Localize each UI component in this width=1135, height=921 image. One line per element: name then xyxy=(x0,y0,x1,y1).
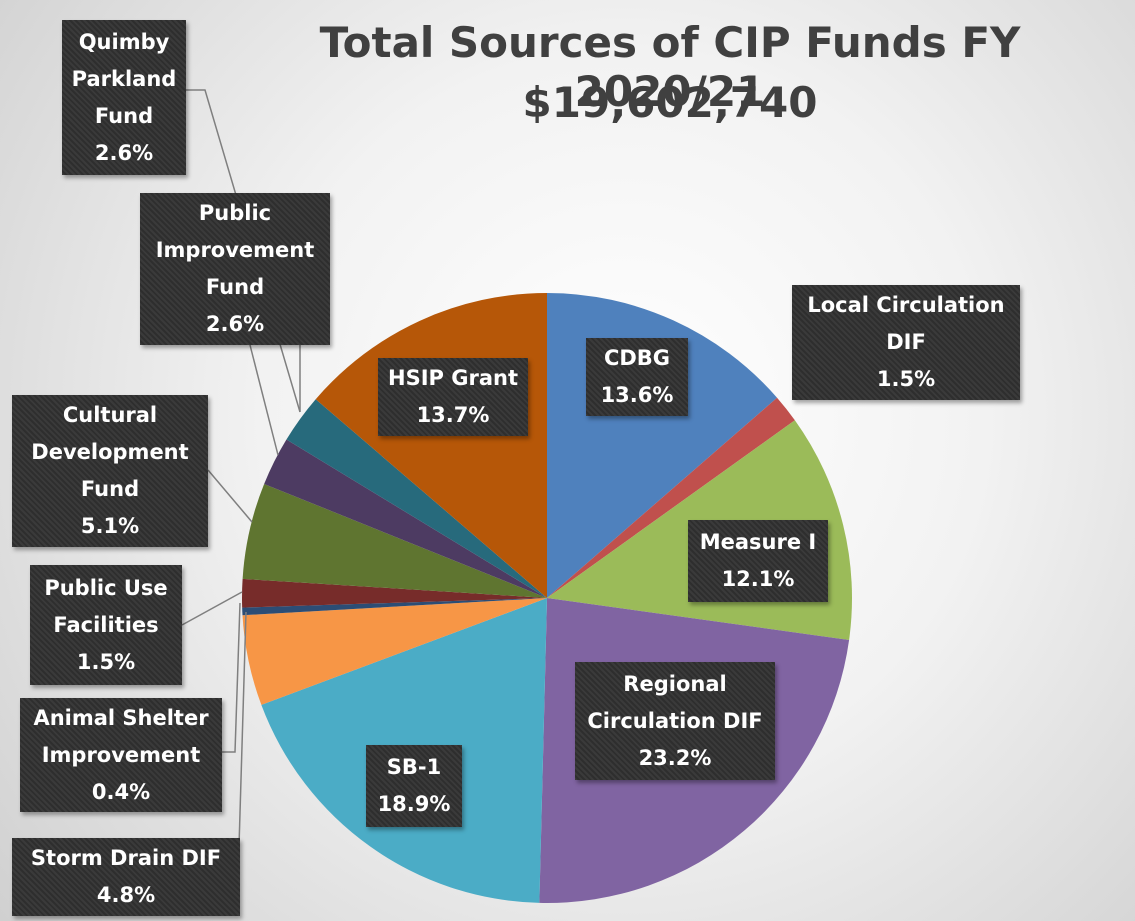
data-label: Storm Drain DIF 4.8% xyxy=(12,838,240,916)
label-name: Cultural Development Fund xyxy=(31,403,189,501)
label-name: Public Use Facilities xyxy=(44,575,168,637)
label-name: Measure I xyxy=(699,530,817,554)
data-label: Measure I 12.1% xyxy=(688,520,828,602)
label-name: SB-1 xyxy=(386,755,442,779)
pie-slice xyxy=(264,439,547,598)
label-value: 2.6% xyxy=(205,312,265,336)
data-label: SB-1 18.9% xyxy=(366,745,462,827)
pie-slice xyxy=(286,399,547,598)
leader-line xyxy=(249,344,279,456)
label-name: Storm Drain DIF xyxy=(30,846,222,870)
data-label: Public Improvement Fund 2.6% xyxy=(140,193,330,345)
label-name: Local Circulation DIF xyxy=(807,293,1005,354)
pie-slice xyxy=(242,483,547,598)
data-label: HSIP Grant 13.7% xyxy=(378,358,528,436)
label-name: Public Improvement Fund xyxy=(155,201,315,299)
label-value: 13.6% xyxy=(600,383,674,407)
data-label: Regional Circulation DIF 23.2% xyxy=(575,662,775,780)
label-value: 1.5% xyxy=(876,367,936,391)
chart-subtitle: $19,602,740 xyxy=(522,78,818,127)
label-name: CDBG xyxy=(603,346,671,370)
pie-slice xyxy=(547,397,795,598)
label-value: 0.4% xyxy=(91,779,151,804)
data-label: Local Circulation DIF 1.5% xyxy=(792,285,1020,400)
label-value: 23.2% xyxy=(638,745,712,770)
label-value: 18.9% xyxy=(377,792,451,816)
label-name: HSIP Grant xyxy=(388,366,518,390)
pie-slice xyxy=(242,578,548,608)
label-name: Regional Circulation DIF xyxy=(587,671,763,733)
leader-line xyxy=(207,469,253,523)
pie-slice xyxy=(242,598,547,705)
label-name: Animal Shelter Improvement xyxy=(33,705,209,767)
data-label: Animal Shelter Improvement 0.4% xyxy=(20,698,222,812)
label-value: 4.8% xyxy=(96,883,156,907)
data-label: Cultural Development Fund 5.1% xyxy=(12,395,208,547)
label-value: 12.1% xyxy=(721,567,795,591)
label-name: Quimby Parkland Fund xyxy=(71,29,177,128)
label-value: 2.6% xyxy=(94,140,154,165)
label-value: 13.7% xyxy=(416,403,490,427)
pie-slice xyxy=(242,598,547,616)
leader-line xyxy=(237,611,247,881)
chart-title: Total Sources of CIP Funds FY 2020/21 xyxy=(319,18,1021,116)
leader-line xyxy=(222,602,241,753)
leader-line xyxy=(181,591,243,626)
data-label: CDBG 13.6% xyxy=(586,338,688,416)
label-value: 1.5% xyxy=(76,649,136,674)
data-label: Quimby Parkland Fund 2.6% xyxy=(62,20,186,175)
data-label: Public Use Facilities 1.5% xyxy=(30,565,182,685)
label-value: 5.1% xyxy=(80,514,140,538)
